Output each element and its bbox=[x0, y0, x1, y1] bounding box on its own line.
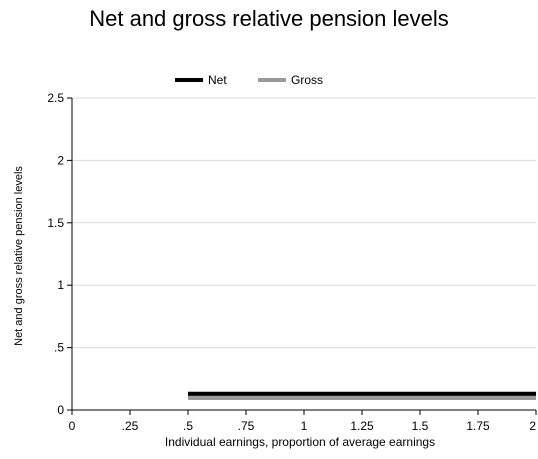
x-tick-label: 0 bbox=[69, 419, 76, 433]
y-tick-label: 0 bbox=[57, 403, 64, 417]
x-tick-label: .5 bbox=[183, 419, 193, 433]
x-tick-label: .25 bbox=[122, 419, 139, 433]
tick-marks: 0 .5 1 1.5 2 2.5 0 .25 .5 .75 1 1.25 1.5 1.75 2 bbox=[47, 91, 537, 433]
legend-label-gross: Gross bbox=[291, 73, 323, 87]
gridlines bbox=[72, 97, 536, 349]
x-tick-label: 2 bbox=[529, 419, 536, 433]
y-tick-label: 1 bbox=[57, 278, 64, 292]
y-axis-title: Net and gross relative pension levels bbox=[13, 166, 25, 346]
legend: Net Gross bbox=[175, 73, 323, 87]
y-tick-label: 2 bbox=[57, 153, 64, 167]
y-tick-label: 1.5 bbox=[47, 216, 64, 230]
x-tick-label: .75 bbox=[238, 419, 255, 433]
x-axis-title: Individual earnings, proportion of avera… bbox=[165, 435, 435, 449]
series-lines bbox=[188, 391, 536, 401]
x-tick-label: 1 bbox=[301, 419, 308, 433]
legend-label-net: Net bbox=[208, 73, 227, 87]
x-tick-label: 1.5 bbox=[412, 419, 429, 433]
y-tick-label: .5 bbox=[54, 341, 64, 355]
x-tick-label: 1.25 bbox=[350, 419, 374, 433]
x-tick-label: 1.75 bbox=[466, 419, 490, 433]
axes bbox=[71, 98, 536, 411]
y-tick-label: 2.5 bbox=[47, 91, 64, 105]
chart-title: Net and gross relative pension levels bbox=[89, 6, 449, 31]
